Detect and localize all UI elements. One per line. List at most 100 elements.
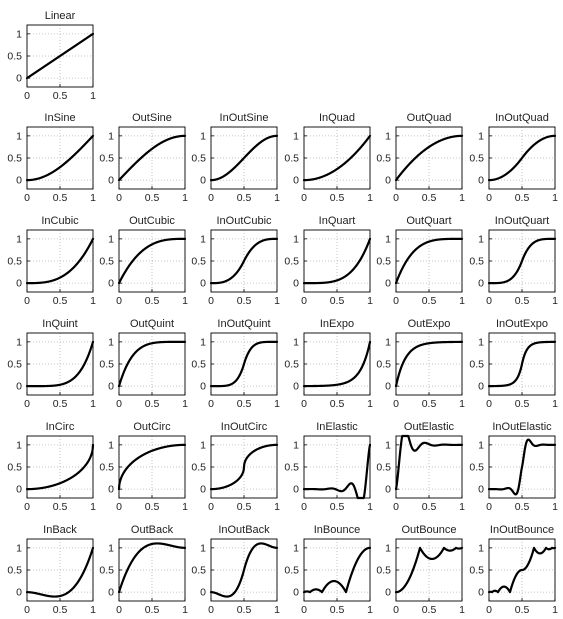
x-tick-label: 0.5 [145, 604, 160, 616]
chart-title: InOutQuart [495, 215, 549, 227]
chart-title: OutElastic [404, 421, 455, 433]
series-line-in-out-back [209, 542, 279, 598]
chart-title: InOutBack [218, 524, 270, 536]
x-tick-label: 1 [459, 604, 465, 616]
y-tick-label: 0.5 [99, 565, 114, 577]
y-tick-label: 0.5 [469, 462, 484, 474]
x-tick-label: 1 [182, 501, 188, 513]
chart-out-elastic: OutElastic 0 0.5 1 0 0.5 1 [376, 421, 465, 513]
y-tick-label: 0 [478, 278, 484, 290]
x-tick-label: 0 [301, 192, 307, 204]
chart-title: InQuad [319, 112, 355, 124]
x-tick-label: 0.5 [145, 501, 160, 513]
y-tick-label: 1 [108, 439, 114, 451]
x-tick-label: 0.5 [53, 90, 68, 102]
x-tick-label: 1 [367, 192, 373, 204]
series-line-out-sine [117, 134, 187, 182]
x-tick-label: 0 [393, 398, 399, 410]
chart-in-quart: InQuart 0 0.5 1 0 0.5 1 [284, 215, 373, 307]
y-tick-label: 0.5 [376, 565, 391, 577]
x-tick-label: 0.5 [330, 604, 345, 616]
series-line-in-expo [302, 340, 372, 388]
chart-out-bounce: OutBounce 0 0.5 1 0 0.5 1 [376, 524, 465, 616]
y-tick-label: 1 [16, 439, 22, 451]
x-tick-label: 0 [486, 398, 492, 410]
series-line-out-expo [394, 340, 464, 388]
series-line-in-bounce [302, 546, 372, 594]
chart-out-cubic: OutCubic 0 0.5 1 0 0.5 1 [99, 215, 188, 307]
series-line-in-out-quad [487, 134, 557, 182]
chart-title: OutQuad [407, 112, 452, 124]
x-tick-label: 0 [208, 501, 214, 513]
x-tick-label: 0.5 [422, 192, 437, 204]
x-tick-label: 0 [393, 604, 399, 616]
x-tick-label: 0 [116, 192, 122, 204]
y-tick-label: 0.5 [469, 359, 484, 371]
y-tick-label: 0 [293, 587, 299, 599]
y-tick-label: 0.5 [7, 359, 22, 371]
x-tick-label: 0 [24, 501, 30, 513]
x-tick-label: 1 [552, 501, 558, 513]
y-tick-label: 0.5 [376, 462, 391, 474]
chart-in-cubic: InCubic 0 0.5 1 0 0.5 1 [7, 215, 96, 307]
x-tick-label: 0.5 [237, 192, 252, 204]
y-tick-label: 1 [200, 233, 206, 245]
chart-in-circ: InCirc 0 0.5 1 0 0.5 1 [7, 421, 96, 513]
y-tick-label: 0 [385, 175, 391, 187]
x-tick-label: 0.5 [515, 398, 530, 410]
y-tick-label: 0 [16, 484, 22, 496]
y-tick-label: 0 [200, 484, 206, 496]
series-line-out-bounce [394, 546, 464, 594]
x-tick-label: 1 [367, 295, 373, 307]
series-line-in-quint [25, 340, 95, 388]
y-tick-label: 1 [16, 542, 22, 554]
x-tick-label: 0.5 [515, 192, 530, 204]
chart-out-expo: OutExpo 0 0.5 1 0 0.5 1 [376, 318, 465, 410]
chart-out-circ: OutCirc 0 0.5 1 0 0.5 1 [99, 421, 188, 513]
y-tick-label: 0 [293, 175, 299, 187]
x-tick-label: 0.5 [330, 501, 345, 513]
y-tick-label: 1 [16, 336, 22, 348]
chart-title: OutQuart [406, 215, 451, 227]
series-line-in-out-circ [209, 443, 279, 491]
y-tick-label: 0 [478, 381, 484, 393]
y-tick-label: 0.5 [191, 565, 206, 577]
y-tick-label: 1 [16, 28, 22, 40]
y-tick-label: 0 [385, 381, 391, 393]
y-tick-label: 0 [478, 484, 484, 496]
x-tick-label: 0 [208, 295, 214, 307]
series-line-in-out-elastic [487, 438, 557, 496]
chart-title: InOutExpo [496, 318, 548, 330]
x-tick-label: 0 [301, 501, 307, 513]
y-tick-label: 0 [385, 484, 391, 496]
chart-title: OutBack [131, 524, 174, 536]
series-line-out-back [117, 542, 187, 594]
x-tick-label: 0 [486, 604, 492, 616]
y-tick-label: 0.5 [191, 359, 206, 371]
chart-out-quad: OutQuad 0 0.5 1 0 0.5 1 [376, 112, 465, 204]
chart-title: InOutElastic [492, 421, 552, 433]
x-tick-label: 0.5 [422, 501, 437, 513]
chart-title: InOutQuad [495, 112, 549, 124]
chart-title: OutSine [132, 112, 172, 124]
chart-out-sine: OutSine 0 0.5 1 0 0.5 1 [99, 112, 188, 204]
y-tick-label: 0.5 [191, 256, 206, 268]
series-line-in-quart [302, 237, 372, 285]
chart-title: InElastic [316, 421, 358, 433]
chart-in-out-cubic: InOutCubic 0 0.5 1 0 0.5 1 [191, 215, 280, 307]
y-tick-label: 1 [108, 233, 114, 245]
chart-in-elastic: InElastic 0 0.5 1 0 0.5 1 [284, 421, 373, 513]
x-tick-label: 0.5 [53, 192, 68, 204]
chart-in-out-quart: InOutQuart 0 0.5 1 0 0.5 1 [469, 215, 558, 307]
y-tick-label: 0 [200, 175, 206, 187]
x-tick-label: 1 [274, 192, 280, 204]
series-line-out-quart [394, 237, 464, 285]
chart-title: InOutSine [220, 112, 269, 124]
x-tick-label: 1 [459, 192, 465, 204]
chart-out-quint: OutQuint 0 0.5 1 0 0.5 1 [99, 318, 188, 410]
chart-title: InCubic [41, 215, 79, 227]
x-tick-label: 0.5 [237, 501, 252, 513]
y-tick-label: 0 [293, 381, 299, 393]
x-tick-label: 1 [90, 604, 96, 616]
series-line-in-cubic [25, 237, 95, 285]
